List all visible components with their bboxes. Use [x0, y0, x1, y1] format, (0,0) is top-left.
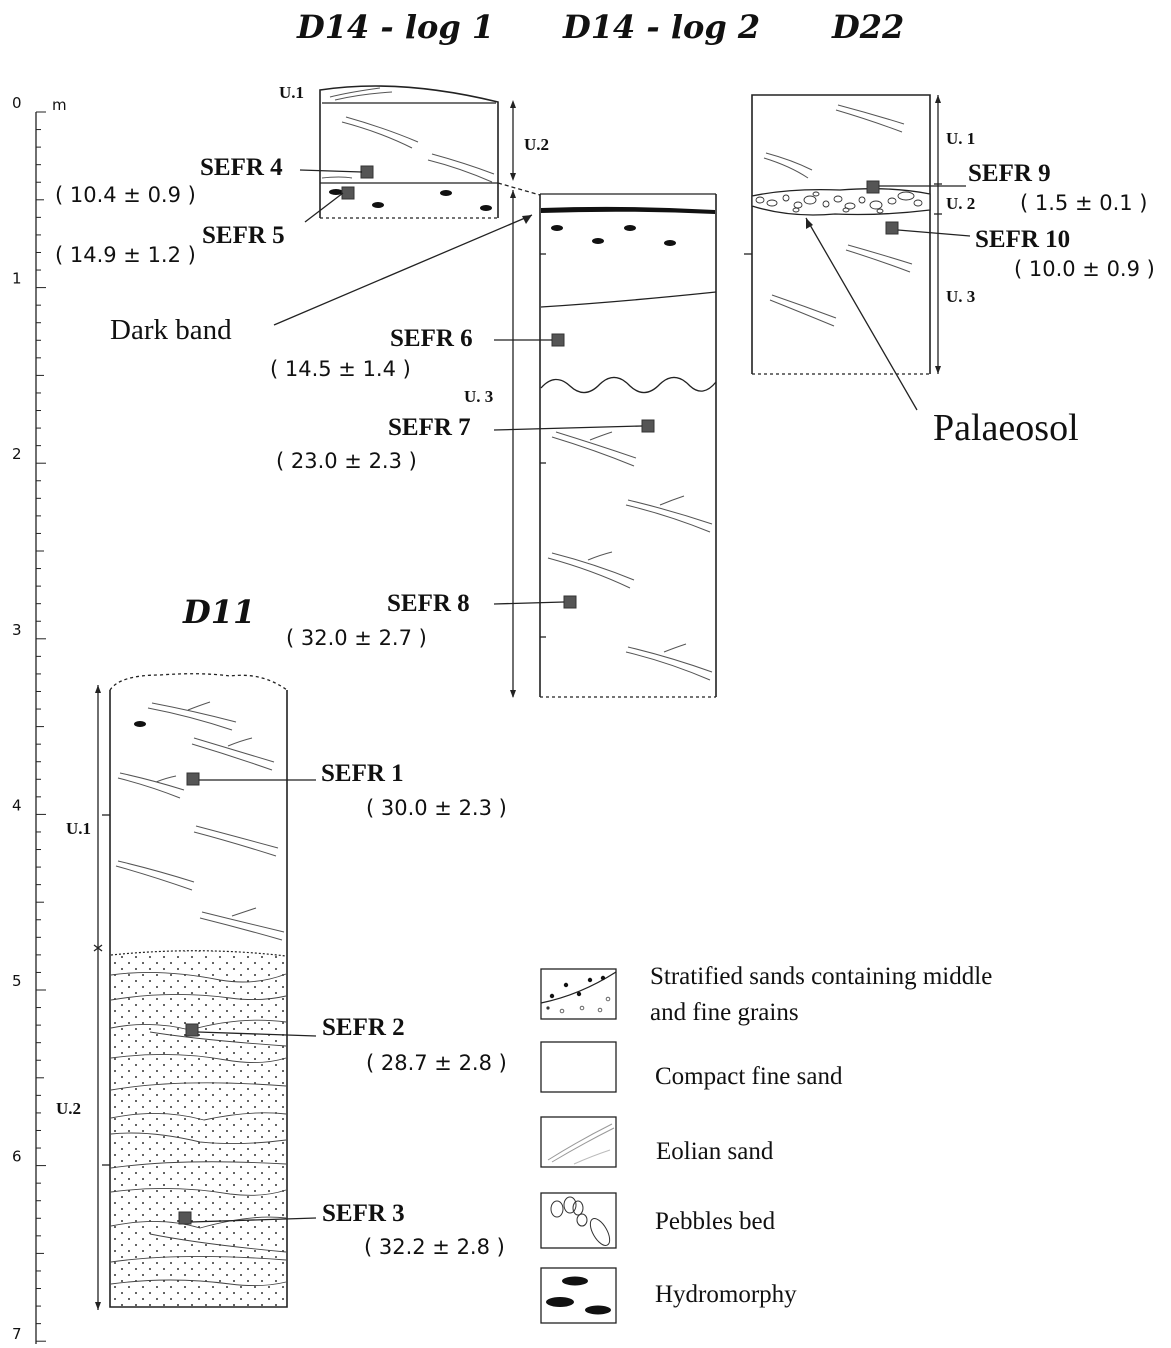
palaeosol-label: Palaeosol — [933, 407, 1079, 449]
sample-marker-sefr8 — [563, 595, 577, 609]
legend-label-hydromorphy: Hydromorphy — [655, 1281, 797, 1308]
sample-id-sefr6: SEFR 6 — [390, 325, 473, 352]
sample-age-sefr8: ( 32.0 ± 2.7 ) — [286, 626, 427, 650]
sample-marker-sefr4 — [360, 165, 374, 179]
sample-labels: SEFR 1 ( 30.0 ± 2.3 ) SEFR 2 ( 28.7 ± 2.… — [55, 154, 1155, 1259]
sample-marker-sefr6 — [551, 333, 565, 347]
sample-id-sefr1: SEFR 1 — [321, 760, 404, 787]
annotations: Dark band Palaeosol — [110, 214, 1079, 449]
title-d11: D11 — [182, 593, 255, 631]
legend-label-pebbles: Pebbles bed — [655, 1208, 776, 1235]
sample-age-sefr5: ( 14.9 ± 1.2 ) — [55, 243, 196, 267]
log-d22: U. 1 U. 2 U. 3 — [744, 94, 975, 375]
sample-age-sefr1: ( 30.0 ± 2.3 ) — [366, 796, 507, 820]
depth-tick-label: 3 — [12, 621, 22, 639]
dark-band-label: Dark band — [110, 314, 232, 346]
legend-label-stratified-1: Stratified sands containing middle — [650, 963, 992, 990]
sample-id-sefr9: SEFR 9 — [968, 160, 1051, 187]
sample-age-sefr2: ( 28.7 ± 2.8 ) — [366, 1051, 507, 1075]
legend: Stratified sands containing middle and f… — [540, 963, 992, 1324]
sample-age-sefr3: ( 32.2 ± 2.8 ) — [364, 1235, 505, 1259]
title-d22: D22 — [831, 8, 904, 46]
unit-label-d22-u1: U. 1 — [946, 129, 975, 148]
sample-id-sefr4: SEFR 4 — [200, 154, 283, 181]
log-d14-log1: U.1 U.2 — [279, 83, 549, 223]
unit-label-d14l2-u3: U. 3 — [464, 387, 493, 406]
sample-age-sefr6: ( 14.5 ± 1.4 ) — [270, 357, 411, 381]
sample-age-sefr4: ( 10.4 ± 0.9 ) — [55, 183, 196, 207]
legend-label-compact: Compact fine sand — [655, 1063, 843, 1090]
depth-axis: m 0 1 2 3 4 5 6 7 — [12, 94, 67, 1344]
sample-marker-sefr5 — [341, 186, 355, 200]
pebbles-icon — [540, 1192, 617, 1249]
depth-tick-label: 5 — [12, 972, 22, 990]
sample-id-sefr5: SEFR 5 — [202, 222, 285, 249]
unit-label-d14l1-u2: U.2 — [524, 135, 549, 154]
stratified-sand-icon — [540, 968, 617, 1020]
sample-marker-sefr1 — [186, 772, 200, 786]
title-d14-log2: D14 - log 2 — [562, 8, 760, 46]
stratified-sands-unit — [111, 951, 286, 1306]
depth-unit-label: m — [52, 96, 67, 114]
sample-marker-sefr2 — [185, 1023, 199, 1037]
unit-label-d11-u1: U.1 — [66, 819, 91, 838]
depth-tick-label: 0 — [12, 94, 22, 112]
sample-age-sefr9: ( 1.5 ± 0.1 ) — [1020, 191, 1147, 215]
log-d14-log2: U. 3 — [464, 190, 717, 698]
depth-tick-label: 7 — [12, 1325, 22, 1343]
eolian-sand-icon — [540, 1116, 617, 1168]
sample-marker-sefr7 — [641, 419, 655, 433]
compact-sand-icon — [540, 1041, 617, 1093]
depth-tick-label: 4 — [12, 796, 22, 814]
unit-label-d14l1-u1: U.1 — [279, 83, 304, 102]
log-d11: U.1 U.2 — [56, 673, 317, 1310]
sample-id-sefr8: SEFR 8 — [387, 590, 470, 617]
unit-label-d11-u2: U.2 — [56, 1099, 81, 1118]
sample-age-sefr10: ( 10.0 ± 0.9 ) — [1014, 257, 1155, 281]
dark-band — [541, 206, 715, 214]
sample-id-sefr10: SEFR 10 — [975, 226, 1070, 253]
legend-label-eolian: Eolian sand — [656, 1138, 774, 1165]
depth-tick-label: 6 — [12, 1148, 22, 1166]
legend-label-stratified-2: and fine grains — [650, 999, 799, 1026]
depth-tick-label: 1 — [12, 270, 22, 288]
sample-marker-sefr9 — [866, 180, 880, 194]
sample-id-sefr2: SEFR 2 — [322, 1014, 405, 1041]
title-d14-log1: D14 - log 1 — [296, 8, 494, 46]
hydromorphy-icon — [540, 1267, 617, 1324]
sample-id-sefr3: SEFR 3 — [322, 1200, 405, 1227]
sample-marker-sefr3 — [178, 1211, 192, 1225]
sample-marker-sefr10 — [885, 221, 899, 235]
depth-tick-label: 2 — [12, 445, 22, 463]
sample-id-sefr7: SEFR 7 — [388, 414, 471, 441]
unit-label-d22-u3: U. 3 — [946, 287, 975, 306]
unit-label-d22-u2: U. 2 — [946, 194, 975, 213]
sample-age-sefr7: ( 23.0 ± 2.3 ) — [276, 449, 417, 473]
